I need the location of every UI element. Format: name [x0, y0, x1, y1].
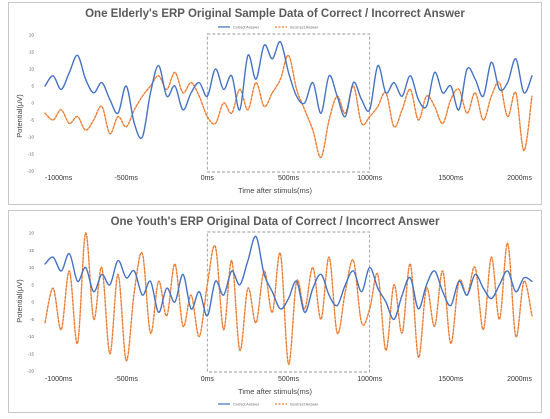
analysis-window-box — [206, 231, 371, 373]
legend: Correct Answer Incorrect Answer — [218, 26, 319, 30]
x-tick-label: -500ms — [114, 175, 138, 182]
incorrect-answer-line — [44, 54, 533, 159]
x-tick-label: 2000ms — [507, 376, 532, 383]
y-tick-label: -15 — [27, 152, 34, 157]
x-tick-label: 0ms — [201, 175, 215, 182]
y-tick-label: -20 — [27, 369, 34, 374]
y-axis-label: Potential(μV) — [15, 279, 24, 323]
y-tick-label: -10 — [27, 334, 34, 339]
analysis-window-box — [206, 33, 371, 173]
y-tick-label: 5 — [31, 282, 34, 287]
y-axis-label: Potential(μV) — [15, 94, 24, 138]
y-tick-label: -5 — [30, 118, 34, 123]
x-tick-label: 1500ms — [438, 376, 463, 383]
correct-answer-line — [44, 235, 533, 320]
youth-chart-panel: One Youth's ERP Original Data of Correct… — [8, 210, 542, 413]
y-tick-label: 0 — [31, 300, 34, 305]
x-tick-label: 1500ms — [438, 175, 463, 182]
x-tick-label: -1000ms — [45, 376, 73, 383]
y-tick-label: 10 — [29, 265, 35, 270]
y-tick-label: 15 — [29, 50, 35, 55]
x-tick-label: -500ms — [114, 376, 138, 383]
x-tick-label: 2000ms — [507, 175, 532, 182]
legend: Correct Answer Incorrect Answer — [218, 403, 319, 407]
y-tick-label: 20 — [29, 33, 35, 38]
y-tick-label: -15 — [27, 351, 34, 356]
chart-title: One Youth's ERP Original Data of Correct… — [111, 216, 440, 228]
y-tick-label: 5 — [31, 84, 34, 89]
x-tick-label: -1000ms — [45, 175, 73, 182]
incorrect-answer-line — [44, 232, 533, 365]
elderly-erp-chart: One Elderly's ERP Original Sample Data o… — [15, 8, 533, 195]
x-tick-label: 0ms — [201, 376, 215, 383]
legend-label-incorrect: Incorrect Answer — [290, 26, 319, 30]
x-tick-label: 500ms — [278, 175, 300, 182]
y-tick-label: -5 — [30, 317, 34, 322]
legend-label-correct: Correct Answer — [233, 26, 260, 30]
x-axis-label: Time after stimuls(ms) — [238, 186, 312, 195]
y-tick-label: -20 — [27, 169, 34, 174]
x-axis-label: Time after stimuls(ms) — [238, 387, 312, 396]
x-tick-label: 1000ms — [357, 175, 382, 182]
y-tick-label: 10 — [29, 67, 35, 72]
chart-title: One Elderly's ERP Original Sample Data o… — [85, 8, 465, 20]
x-tick-label: 500ms — [278, 376, 300, 383]
legend-label-correct: Correct Answer — [233, 403, 260, 407]
y-tick-label: -10 — [27, 135, 34, 140]
legend-label-incorrect: Incorrect Answer — [290, 403, 319, 407]
correct-answer-line — [44, 41, 533, 139]
x-tick-label: 1000ms — [357, 376, 382, 383]
y-tick-label: 20 — [29, 231, 35, 236]
youth-erp-chart: One Youth's ERP Original Data of Correct… — [15, 216, 533, 407]
y-tick-label: 0 — [31, 101, 34, 106]
y-tick-label: 15 — [29, 248, 35, 253]
elderly-chart-panel: One Elderly's ERP Original Sample Data o… — [8, 2, 542, 205]
